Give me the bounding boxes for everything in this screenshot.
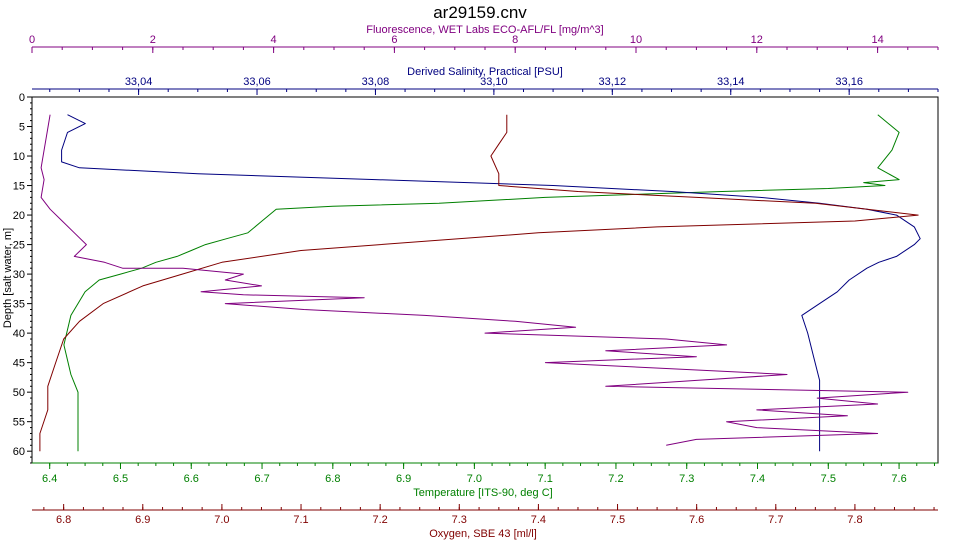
salinity-tick-label: 33,08 [362,76,390,88]
salinity-tick-label: 33,16 [835,76,863,88]
depth-tick-label: 0 [19,92,25,104]
oxygen-tick-label: 7.7 [768,514,783,526]
fluorescence-axis-title: Fluorescence, WET Labs ECO-AFL/FL [mg/m^… [366,24,603,36]
temperature-tick-label: 6.5 [113,473,128,485]
depth-axis-title: Depth [salt water, m] [2,228,14,328]
oxygen-tick-label: 7.6 [689,514,704,526]
depth-tick-label: 20 [13,210,25,222]
temperature-tick-label: 7.5 [821,473,836,485]
temperature-tick-label: 6.6 [184,473,199,485]
oxygen-tick-label: 7.2 [373,514,388,526]
temperature-axis-title: Temperature [ITS-90, deg C] [413,487,552,499]
salinity-axis-title: Derived Salinity, Practical [PSU] [407,66,563,78]
salinity-tick-label: 33,04 [125,76,153,88]
depth-tick-label: 45 [13,358,25,370]
temperature-tick-label: 6.9 [396,473,411,485]
fluorescence-profile-line [40,114,909,446]
depth-tick-label: 60 [13,446,25,458]
depth-tick-label: 30 [13,269,25,281]
oxygen-tick-label: 6.9 [135,514,150,526]
salinity-tick-label: 33,06 [243,76,271,88]
depth-tick-label: 25 [13,240,25,252]
temperature-tick-label: 7.1 [538,473,553,485]
depth-tick-label: 55 [13,417,25,429]
oxygen-tick-label: 7.4 [531,514,546,526]
fluorescence-tick-label: 10 [630,34,642,46]
oxygen-profile-line [39,114,919,452]
temperature-tick-label: 6.4 [42,473,57,485]
salinity-tick-label: 33,12 [599,76,627,88]
oxygen-tick-label: 6.8 [56,514,71,526]
depth-tick-label: 10 [13,151,25,163]
fluorescence-tick-label: 6 [391,34,397,46]
oxygen-axis-title: Oxygen, SBE 43 [ml/l] [429,528,537,540]
axes-layer: 0 2 4 6 8 10 12 14 33,04 33,06 33,08 33,10 33,12 33,1… [13,34,939,526]
oxygen-tick-label: 7.8 [847,514,862,526]
temperature-tick-label: 6.8 [325,473,340,485]
fluorescence-tick-label: 12 [751,34,763,46]
fluorescence-tick-label: 14 [871,34,883,46]
chart-title: ar29159.cnv [433,3,527,22]
oxygen-tick-label: 7.5 [610,514,625,526]
temperature-tick-label: 7.0 [467,473,482,485]
fluorescence-tick-label: 0 [29,34,35,46]
oxygen-tick-label: 7.1 [293,514,308,526]
temperature-profile-line [63,114,900,452]
fluorescence-tick-label: 2 [150,34,156,46]
depth-tick-label: 50 [13,387,25,399]
temperature-tick-label: 7.4 [750,473,765,485]
depth-tick-label: 35 [13,299,25,311]
fluorescence-tick-label: 8 [512,34,518,46]
temperature-tick-label: 7.6 [891,473,906,485]
salinity-tick-label: 33,10 [480,76,508,88]
series-layer [39,114,921,452]
salinity-tick-label: 33,14 [717,76,745,88]
oxygen-tick-label: 7.0 [214,514,229,526]
depth-tick-label: 5 [19,122,25,134]
fluorescence-tick-label: 4 [271,34,277,46]
depth-tick-label: 40 [13,328,25,340]
salinity-profile-line [61,114,921,452]
temperature-tick-label: 7.3 [679,473,694,485]
temperature-tick-label: 7.2 [608,473,623,485]
temperature-tick-label: 6.7 [254,473,269,485]
oxygen-tick-label: 7.3 [452,514,467,526]
depth-tick-label: 15 [13,181,25,193]
